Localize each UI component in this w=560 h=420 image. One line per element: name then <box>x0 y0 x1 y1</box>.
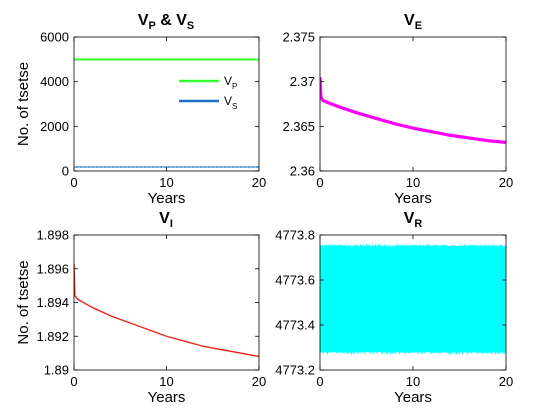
x-axis-label: Years <box>148 190 186 207</box>
subplot-1: 0 10 20 0 2000 4000 6000 Years No. of tsetse VP​ … <box>15 12 266 207</box>
y-tick-label: 1.892 <box>36 329 69 344</box>
x-tick-label: 20 <box>499 175 513 190</box>
x-tick-label: 0 <box>316 374 323 389</box>
subplot-4: 0 10 20 4773.2 4773.4 4773.6 4773.8 Years VR​ <box>275 210 513 406</box>
x-axis-label: Years <box>394 389 432 406</box>
legend-entry-label: VP​ <box>224 74 238 91</box>
legend: VP​ VS​ <box>179 74 238 111</box>
y-tick-label: 4773.8 <box>275 228 315 243</box>
x-tick-label: 0 <box>316 175 323 190</box>
y-tick-label: 1.896 <box>36 261 69 276</box>
y-axis-label: No. of tsetse <box>15 62 32 146</box>
legend-entry-label: VS​ <box>224 94 238 111</box>
series-v-e-line <box>320 77 506 145</box>
y-tick-label: 0 <box>62 164 69 179</box>
axes-box <box>73 234 260 371</box>
y-tick-label: 2.36 <box>290 164 315 179</box>
y-tick-label: 1.89 <box>44 363 69 378</box>
chart-title: VP​ & VS​ <box>138 12 194 32</box>
y-tick-label: 4773.6 <box>275 273 315 288</box>
y-tick-label: 2.375 <box>282 30 315 45</box>
subplot-2: 0 10 20 2.36 2.365 2.37 2.375 Years VE​ <box>282 12 513 207</box>
x-tick-label: 20 <box>499 374 513 389</box>
chart-title: VI​ <box>159 210 173 230</box>
y-axis-label: No. of tsetse <box>15 260 32 344</box>
series-v-r-envelope <box>320 246 506 352</box>
x-tick-label: 0 <box>70 374 77 389</box>
chart-title: VR​ <box>404 210 423 230</box>
x-tick-label: 10 <box>159 374 173 389</box>
x-tick-label: 10 <box>406 175 420 190</box>
x-tick-label: 20 <box>252 175 266 190</box>
series-v-i-line <box>74 263 259 358</box>
y-tick-label: 2.365 <box>282 119 315 134</box>
plot-area <box>74 58 259 168</box>
y-tick-label: 2.37 <box>290 74 315 89</box>
plot-area <box>320 244 506 355</box>
y-tick-label: 1.894 <box>36 295 69 310</box>
x-tick-label: 0 <box>70 175 77 190</box>
y-tick-label: 6000 <box>40 30 69 45</box>
y-tick-label: 4773.2 <box>275 363 315 378</box>
y-tick-label: 2000 <box>40 119 69 134</box>
y-tick-label: 1.898 <box>36 228 69 243</box>
plot-area <box>320 77 506 145</box>
y-tick-label: 4000 <box>40 74 69 89</box>
x-tick-label: 10 <box>159 175 173 190</box>
x-axis-label: Years <box>148 389 186 406</box>
chart-title: VE​ <box>404 12 422 32</box>
plot-area <box>74 263 259 358</box>
x-tick-label: 20 <box>252 374 266 389</box>
x-axis-label: Years <box>394 190 432 207</box>
x-tick-label: 10 <box>406 374 420 389</box>
axes-box <box>319 36 507 172</box>
y-tick-label: 4773.4 <box>275 318 315 333</box>
subplot-3: 0 10 20 1.89 1.892 1.894 1.896 1.898 Years No. of… <box>15 210 266 406</box>
series-v-r-oscillation-edges <box>320 244 506 355</box>
